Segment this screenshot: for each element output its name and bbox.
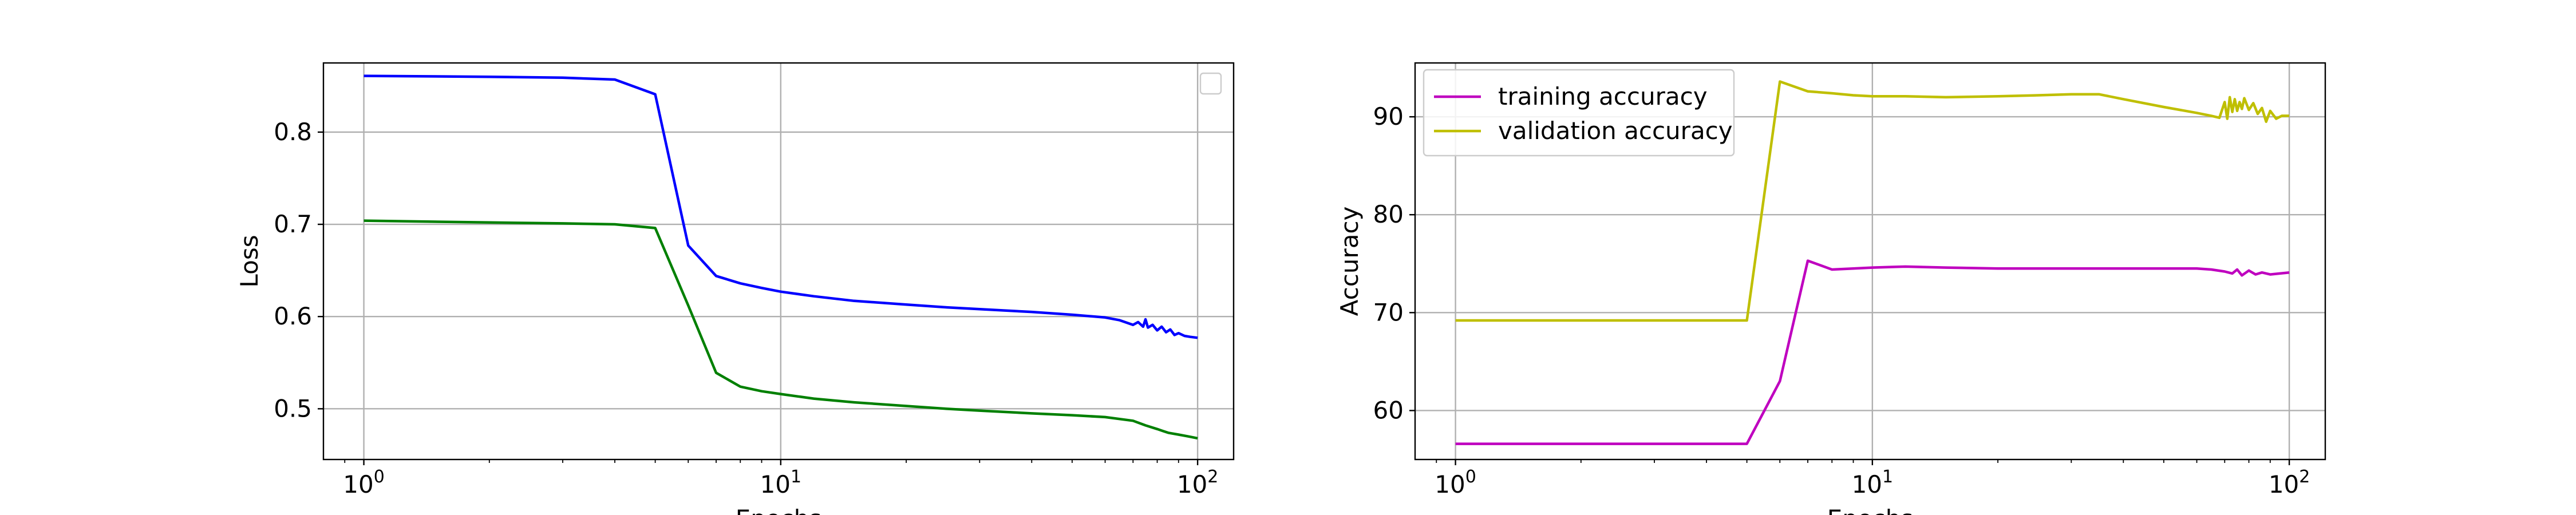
legend-box-empty [1199, 72, 1222, 95]
x-tick-exponent: 1 [791, 467, 801, 487]
y-tick-label: 0.8 [274, 118, 312, 146]
series-line-series-0 [364, 74, 1198, 339]
y-axis-title: Accuracy [1336, 207, 1364, 316]
series-line-training-accuracy [1455, 259, 2290, 445]
y-tick-label: 0.6 [274, 302, 312, 330]
accuracy-chart: 10010110260708090AccuracyEpochstraining … [1336, 62, 2326, 515]
legend-label: training accuracy [1498, 82, 1708, 110]
x-tick-exponent: 1 [1882, 467, 1893, 487]
y-tick-label: 70 [1373, 298, 1404, 326]
series-line-validation-accuracy [1455, 80, 2290, 322]
x-tick-exponent: 0 [1465, 467, 1476, 487]
y-tick-label: 0.5 [274, 394, 312, 422]
x-tick-exponent: 2 [1207, 467, 1218, 487]
y-axis-title: Loss [235, 235, 263, 287]
x-tick-exponent: 2 [2299, 467, 2310, 487]
axes-frame [1414, 62, 2326, 461]
x-tick-exponent: 0 [374, 467, 385, 487]
axes-frame [322, 62, 1235, 461]
series-line-series-1 [364, 219, 1198, 440]
x-axis-title: Epochs [1827, 505, 1914, 515]
legend-label: validation accuracy [1498, 117, 1733, 145]
legend-box [1423, 69, 1735, 157]
y-tick-label: 60 [1373, 396, 1404, 424]
y-tick-label: 90 [1373, 102, 1404, 130]
y-tick-label: 80 [1373, 200, 1404, 228]
y-tick-label: 0.7 [274, 210, 312, 238]
x-tick-label: 100 [343, 467, 385, 498]
x-axis-title: Epochs [736, 505, 822, 515]
